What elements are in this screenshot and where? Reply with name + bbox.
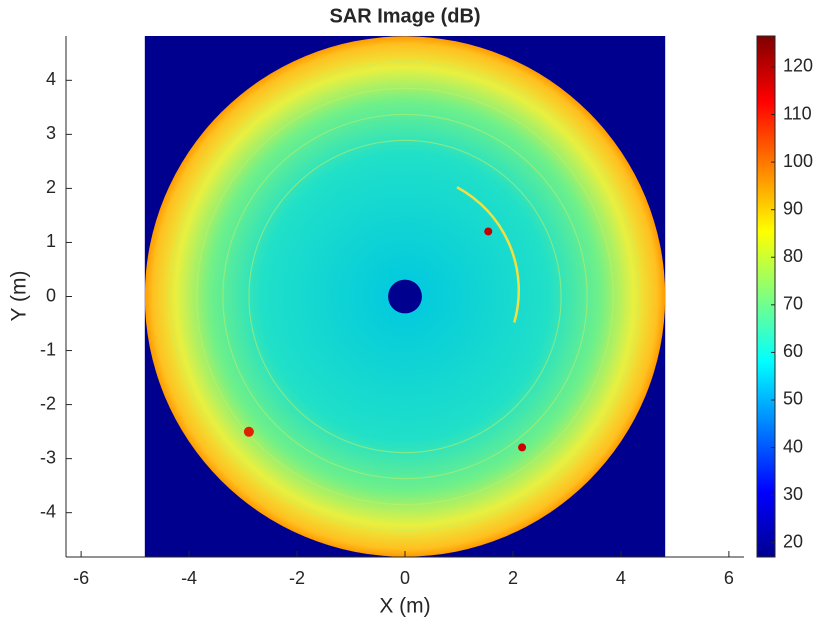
y-tick-label: 1: [46, 231, 56, 251]
y-tick-label: -1: [40, 339, 56, 359]
x-axis-label: X (m): [379, 595, 430, 618]
chart-title: SAR Image (dB): [329, 5, 480, 27]
y-tick-label: 2: [46, 177, 56, 197]
sar-ring: [196, 87, 614, 506]
sar-ring: [248, 139, 562, 454]
x-tick-label: -2: [289, 568, 305, 588]
y-tick-label: -4: [40, 501, 56, 521]
x-tick-label: 2: [508, 568, 518, 588]
y-tick-label: -2: [40, 393, 56, 413]
x-tick-label: 0: [400, 568, 410, 588]
x-tick-label: -6: [73, 568, 89, 588]
sar-hotspot: [518, 443, 527, 452]
y-axis-label: Y (m): [8, 271, 31, 322]
y-tick-label: -3: [40, 447, 56, 467]
colorbar-tick-label: 110: [783, 103, 812, 123]
colorbar-tick-label: 30: [783, 484, 803, 504]
colorbar-tick-label: 50: [783, 389, 803, 409]
sar-hotspot: [243, 426, 254, 437]
colorbar: [756, 35, 776, 558]
colorbar-tick-label: 120: [783, 56, 813, 76]
colorbar-tick-label: 100: [783, 151, 813, 171]
sar-ring: [170, 61, 640, 532]
sar-ring: [222, 113, 588, 480]
colorbar-tick-label: 60: [783, 341, 803, 361]
y-tick-label: 0: [46, 285, 56, 305]
colorbar-tick-label: 90: [783, 198, 803, 218]
sar-arc: [456, 186, 520, 323]
x-tick-label: -4: [181, 568, 197, 588]
x-tick-label: 6: [724, 568, 734, 588]
y-tick-label: 3: [46, 123, 56, 143]
x-tick-label: 4: [616, 568, 626, 588]
sar-center: [388, 279, 422, 314]
colorbar-tick-label: 70: [783, 294, 803, 314]
y-tick-label: 4: [46, 69, 56, 89]
colorbar-tick-label: 40: [783, 436, 803, 456]
colorbar-tick-label: 80: [783, 246, 803, 266]
colorbar-tick-label: 20: [783, 531, 803, 551]
sar-hotspot: [484, 227, 493, 236]
